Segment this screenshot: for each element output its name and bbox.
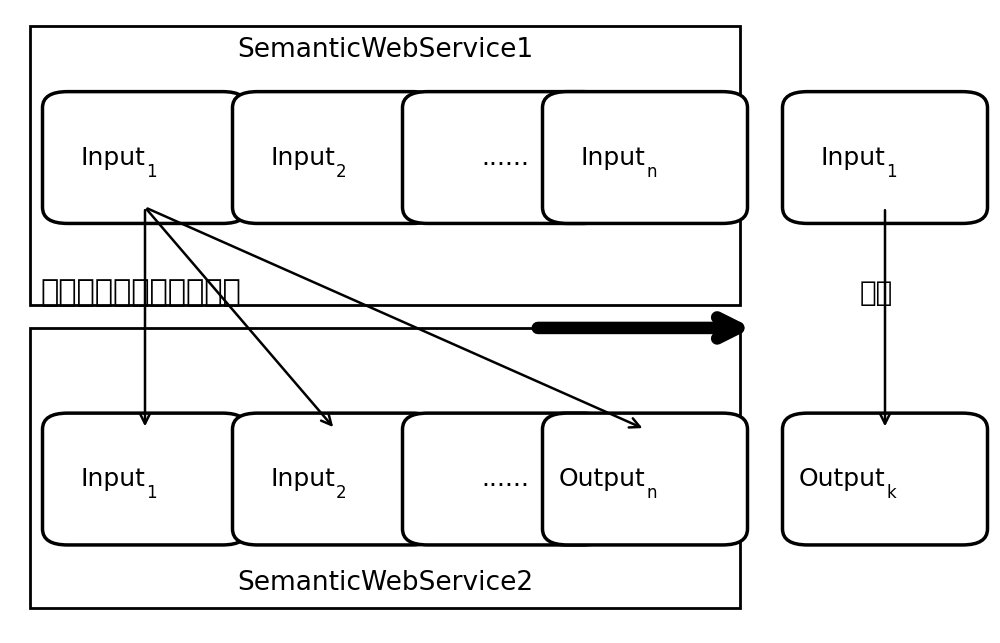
FancyBboxPatch shape [232,413,438,545]
Text: ......: ...... [481,467,529,491]
Text: Input: Input [270,467,335,491]
FancyBboxPatch shape [782,413,988,545]
Text: 1: 1 [146,163,157,181]
FancyBboxPatch shape [542,92,748,224]
Text: Input: Input [820,145,885,170]
Text: SemanticWebService2: SemanticWebService2 [237,570,533,596]
Text: k: k [886,484,896,502]
Text: Input: Input [580,145,645,170]
FancyBboxPatch shape [402,413,607,545]
FancyBboxPatch shape [782,92,988,224]
Text: ......: ...... [481,145,529,170]
FancyBboxPatch shape [30,328,740,608]
Text: Input: Input [80,467,145,491]
Text: n: n [646,484,656,502]
FancyBboxPatch shape [30,26,740,305]
Text: 计算得到最大的相似度值: 计算得到最大的相似度值 [40,278,241,307]
FancyBboxPatch shape [542,413,748,545]
FancyBboxPatch shape [42,413,248,545]
FancyBboxPatch shape [232,92,438,224]
Text: 1: 1 [146,484,157,502]
Text: 最大: 最大 [860,278,893,307]
Text: n: n [646,163,656,181]
Text: Input: Input [270,145,335,170]
Text: 2: 2 [336,163,347,181]
Text: Output: Output [558,467,645,491]
Text: Output: Output [798,467,885,491]
Text: Input: Input [80,145,145,170]
FancyBboxPatch shape [402,92,607,224]
Text: 1: 1 [886,163,897,181]
Text: SemanticWebService1: SemanticWebService1 [237,37,533,63]
Text: 2: 2 [336,484,347,502]
FancyBboxPatch shape [42,92,248,224]
